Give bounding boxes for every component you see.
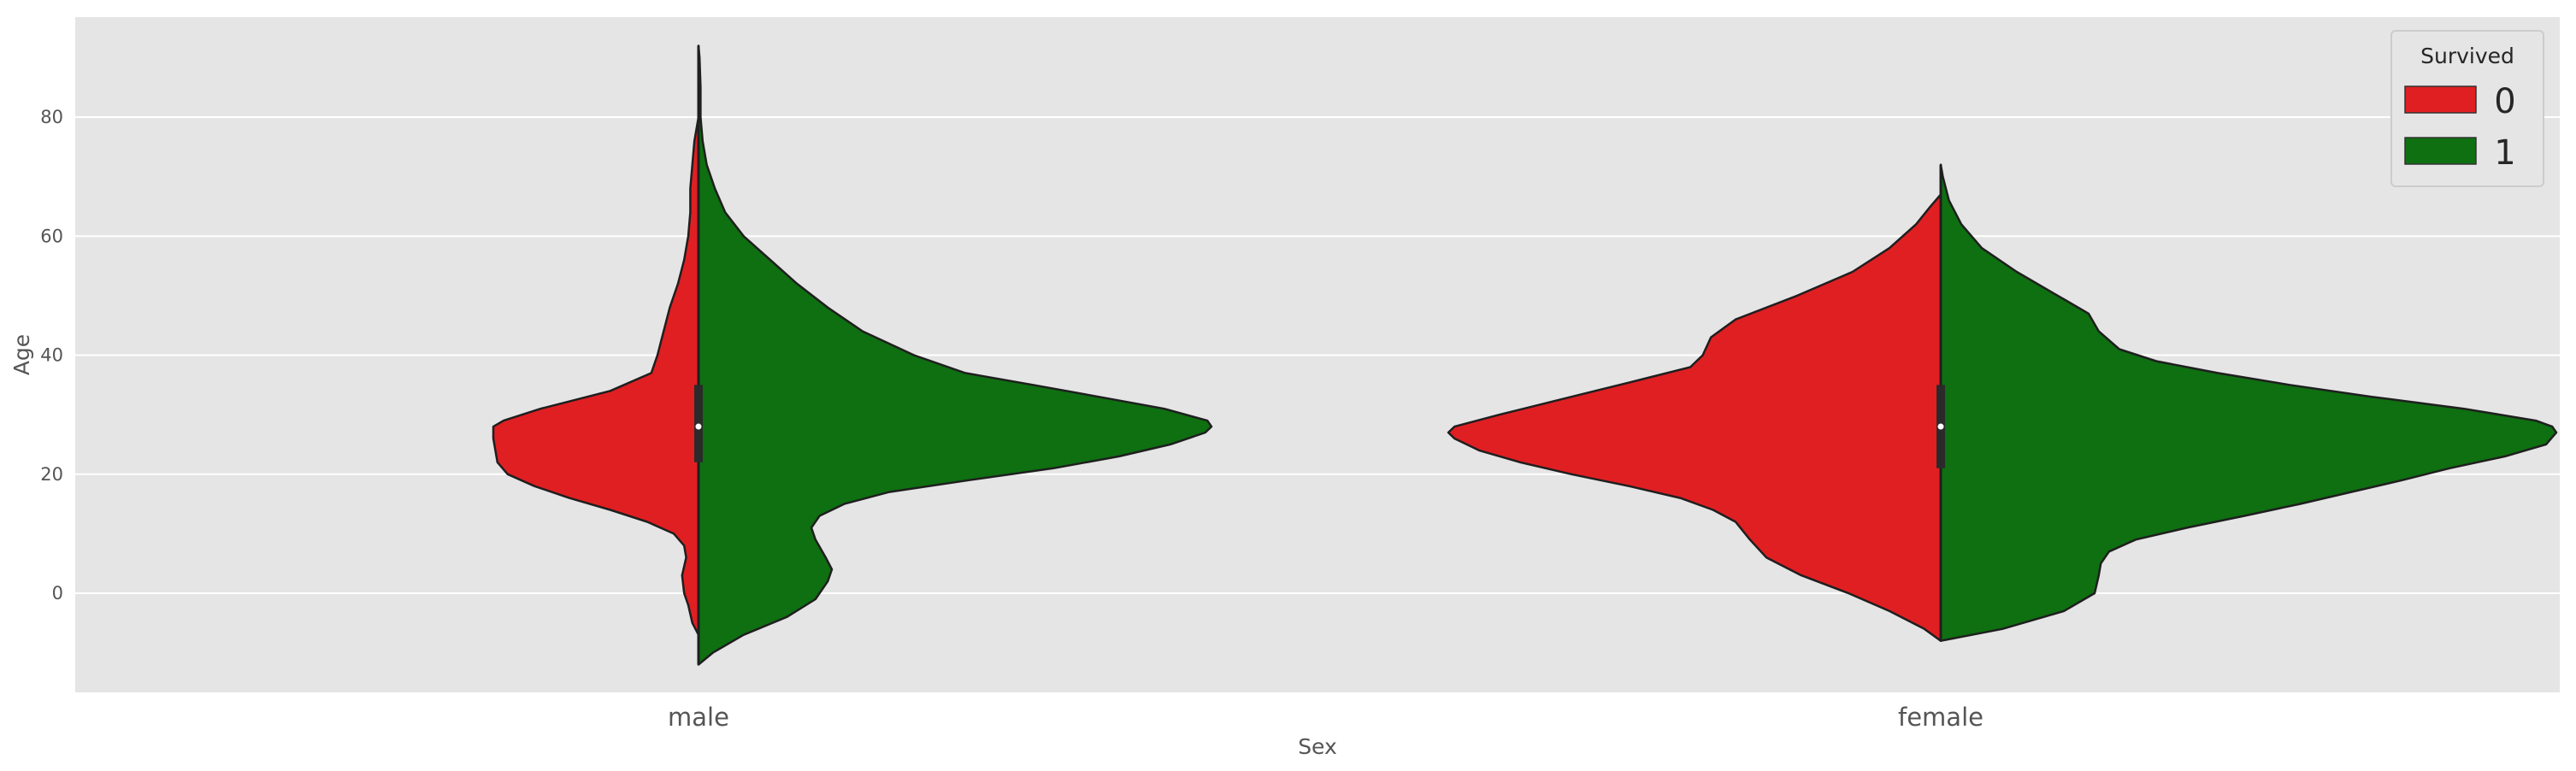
gridlines: [75, 116, 2560, 594]
x-axis-ticks: male female: [668, 703, 1984, 732]
violin-median-male: [695, 423, 702, 430]
y-tick-label: 60: [40, 226, 63, 246]
legend-label-1: 1: [2494, 133, 2515, 173]
violins: [492, 44, 2558, 666]
legend-swatch-0: [2404, 85, 2477, 114]
y-tick-label: 20: [40, 464, 63, 485]
violin-female-survived-0: [1447, 193, 1942, 642]
violin-median-female: [1937, 423, 1944, 430]
x-tick-label-female: female: [1898, 703, 1984, 732]
x-tick-label-male: male: [668, 703, 729, 732]
y-tick-label: 40: [40, 345, 63, 366]
y-tick-label: 0: [52, 583, 63, 603]
violin-male-survived-1: [697, 44, 1213, 666]
legend-title: Survived: [2420, 44, 2514, 68]
violin-male-survived-0: [492, 115, 700, 636]
violin-female-survived-1: [1939, 163, 2558, 642]
y-axis-ticks: 0 20 40 60 80: [40, 107, 63, 603]
y-tick-label: 80: [40, 107, 63, 127]
y-axis-label: Age: [9, 334, 34, 375]
legend-swatch-1: [2404, 137, 2477, 165]
legend-label-0: 0: [2494, 82, 2515, 121]
legend: Survived 0 1: [2390, 30, 2544, 187]
x-axis-label: Sex: [1298, 734, 1337, 759]
